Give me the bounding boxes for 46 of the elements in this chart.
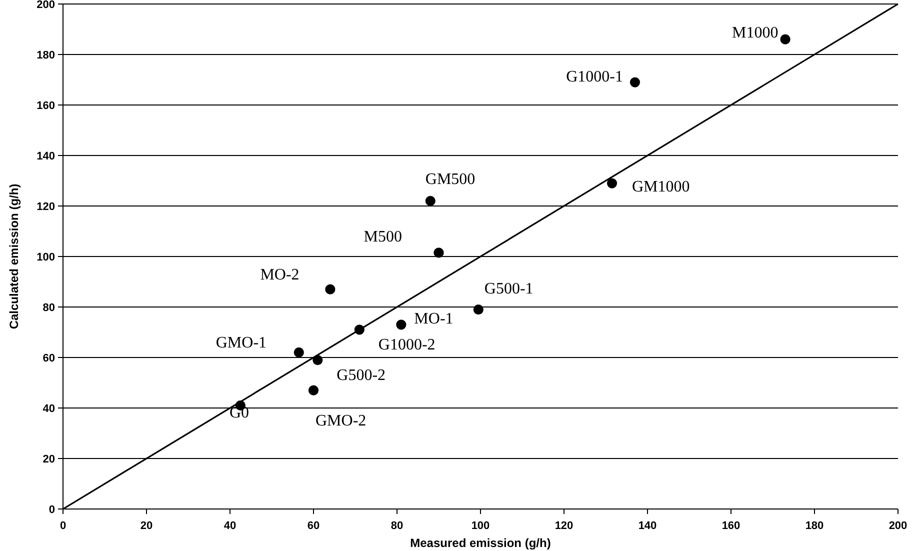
annotation: MO-2	[260, 266, 300, 284]
annotation: G1000-1	[566, 68, 623, 86]
point	[325, 284, 336, 294]
y-tick-label: 60	[42, 352, 55, 364]
x-tick-label: 200	[888, 520, 908, 532]
y-tick-label: 140	[36, 150, 55, 162]
x-tick-label: 60	[307, 520, 320, 532]
annotation: GM500	[425, 170, 476, 188]
annotation: MO-1	[414, 310, 454, 328]
x-tick-label: 40	[224, 520, 236, 532]
y-tick-label: 180	[36, 50, 55, 62]
point	[308, 385, 319, 396]
point	[434, 248, 444, 258]
x-tick-label: 140	[638, 520, 657, 532]
point	[294, 347, 304, 358]
y-tick-label: 100	[36, 252, 55, 264]
point	[473, 304, 484, 315]
point	[425, 196, 436, 206]
y-tick-label: 20	[42, 454, 55, 466]
point	[606, 178, 618, 188]
x-tick-label: 20	[140, 520, 153, 532]
annotation: GMO-2	[316, 412, 366, 430]
annotation: G1000-2	[378, 336, 436, 354]
x-tick-label: 80	[390, 520, 404, 532]
y-tick-label: 200	[36, 0, 55, 11]
point	[630, 77, 640, 88]
y-axis-title: Calculated emission (g/h)	[7, 184, 21, 330]
point	[780, 34, 790, 44]
x-tick-label: 120	[554, 520, 574, 532]
y-tick-label: 80	[42, 302, 55, 314]
x-tick-label: 180	[805, 520, 824, 532]
y-tick-label: 0	[48, 504, 55, 516]
x-tick-label: 100	[471, 520, 490, 532]
annotation: GMO-1	[216, 334, 267, 352]
y-tick-label: 120	[36, 201, 55, 213]
y-tick-label: 40	[42, 403, 55, 415]
annotation: M500	[364, 228, 402, 246]
y-tick-label: 160	[36, 100, 55, 112]
annotation: G500-1	[484, 280, 534, 298]
x-tick-label: 0	[60, 520, 66, 532]
x-axis-title: Measured emission (g/h)	[410, 536, 551, 550]
point	[396, 320, 406, 330]
annotation: M1000	[732, 24, 778, 42]
annotation: G500-2	[336, 367, 386, 384]
annotation: GM1000	[632, 178, 690, 196]
x-tick-label: 160	[722, 520, 740, 532]
